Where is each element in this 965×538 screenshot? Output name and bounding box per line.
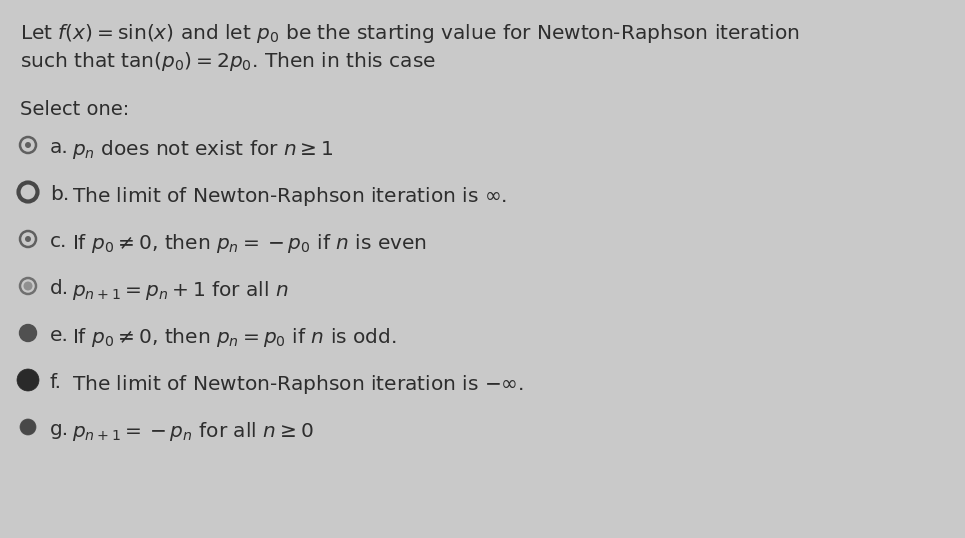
- Text: such that $\tan(p_0) = 2p_0$. Then in this case: such that $\tan(p_0) = 2p_0$. Then in th…: [20, 50, 436, 73]
- Circle shape: [17, 369, 39, 391]
- Text: a.: a.: [50, 138, 69, 157]
- Text: f.: f.: [50, 373, 62, 392]
- Text: Let $f(x) = \sin(x)$ and let $p_0$ be the starting value for Newton-Raphson iter: Let $f(x) = \sin(x)$ and let $p_0$ be th…: [20, 22, 799, 45]
- Text: Select one:: Select one:: [20, 100, 129, 119]
- Circle shape: [25, 142, 31, 148]
- Text: c.: c.: [50, 232, 68, 251]
- Circle shape: [19, 324, 37, 342]
- Text: g.: g.: [50, 420, 69, 439]
- Circle shape: [23, 281, 33, 291]
- Circle shape: [25, 236, 31, 242]
- Text: The limit of Newton-Raphson iteration is $\infty$.: The limit of Newton-Raphson iteration is…: [72, 185, 507, 208]
- Text: $p_{n+1} = p_n + 1$ for all $n$: $p_{n+1} = p_n + 1$ for all $n$: [72, 279, 289, 302]
- Circle shape: [20, 419, 36, 435]
- Text: If $p_0 \neq 0$, then $p_n = p_0$ if $n$ is odd.: If $p_0 \neq 0$, then $p_n = p_0$ if $n$…: [72, 326, 397, 349]
- Text: b.: b.: [50, 185, 69, 204]
- Text: $p_{n+1} = -p_n$ for all $n \geq 0$: $p_{n+1} = -p_n$ for all $n \geq 0$: [72, 420, 314, 443]
- Text: d.: d.: [50, 279, 69, 298]
- Text: The limit of Newton-Raphson iteration is $-\infty$.: The limit of Newton-Raphson iteration is…: [72, 373, 524, 396]
- Text: $p_n$ does not exist for $n \geq 1$: $p_n$ does not exist for $n \geq 1$: [72, 138, 334, 161]
- Text: If $p_0 \neq 0$, then $p_n = -p_0$ if $n$ is even: If $p_0 \neq 0$, then $p_n = -p_0$ if $n…: [72, 232, 427, 255]
- Text: e.: e.: [50, 326, 69, 345]
